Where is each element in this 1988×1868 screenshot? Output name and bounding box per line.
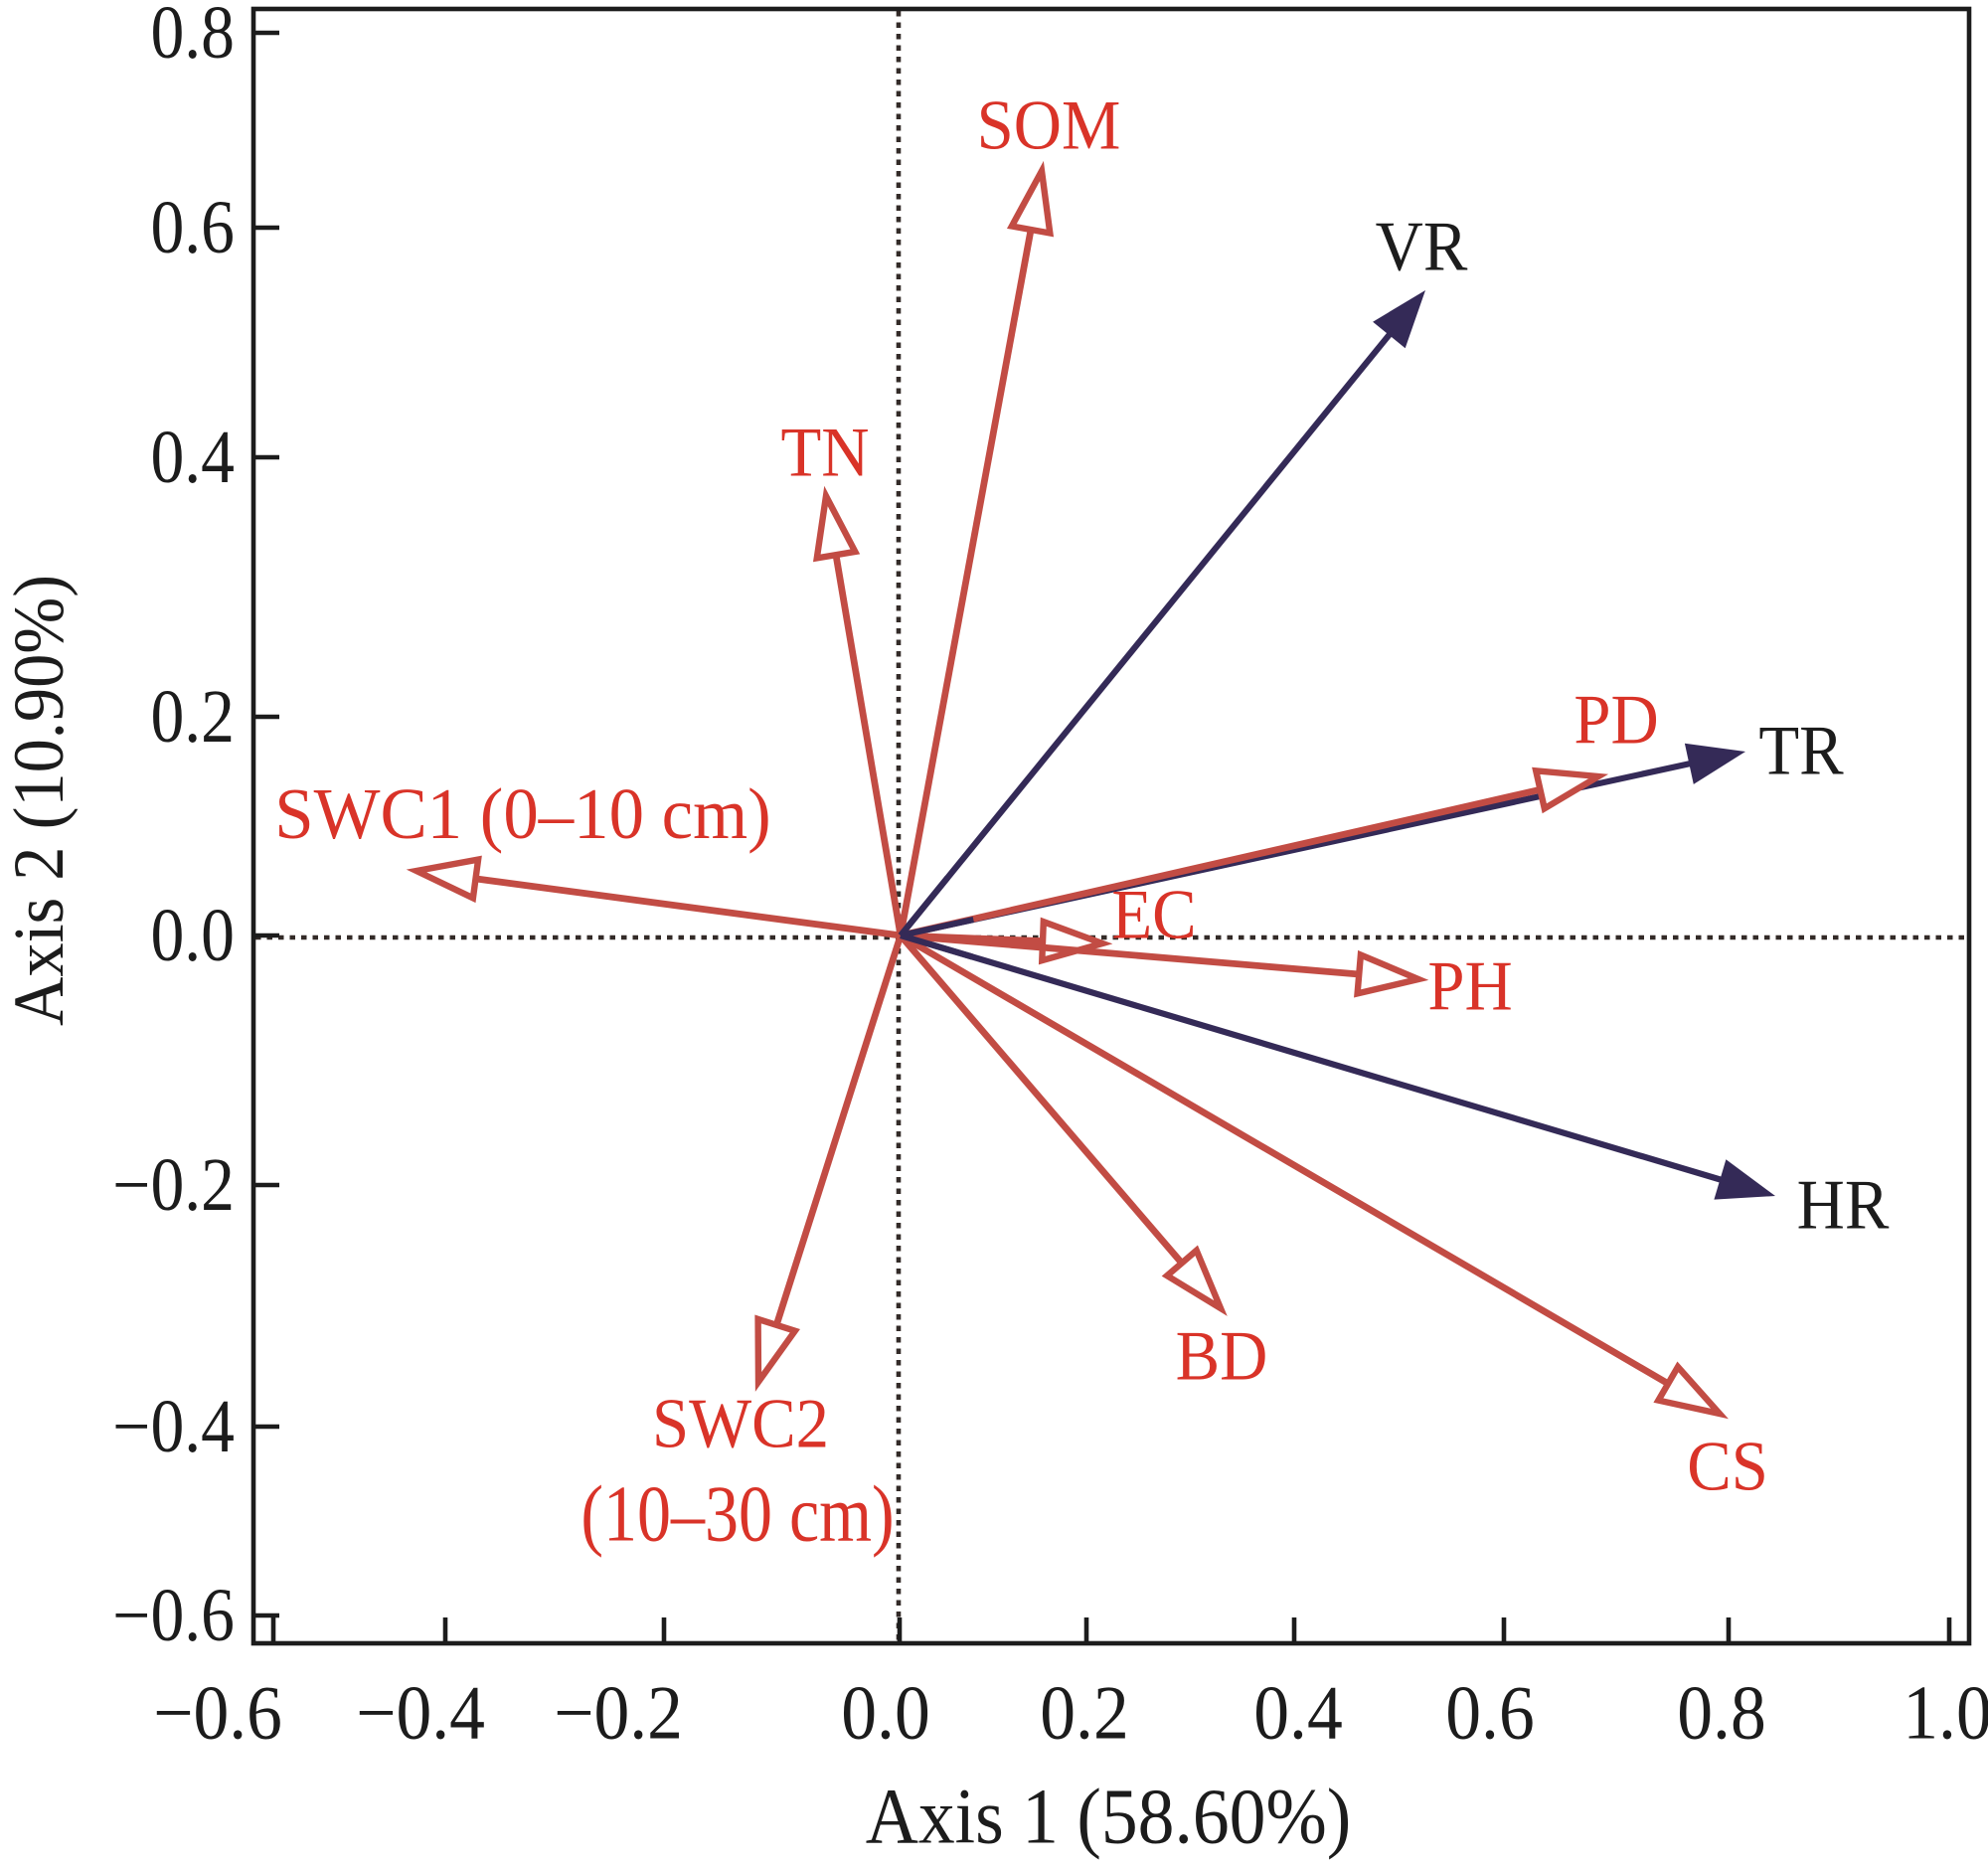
svg-text:0.8: 0.8: [1677, 1671, 1766, 1756]
svg-text:Axis 2 (10.90%): Axis 2 (10.90%): [0, 575, 79, 1026]
svg-text:SOM: SOM: [977, 86, 1121, 164]
svg-text:PH: PH: [1427, 947, 1512, 1025]
svg-text:1.0: 1.0: [1903, 1671, 1988, 1756]
svg-text:0.6: 0.6: [150, 186, 235, 270]
svg-text:−0.4: −0.4: [112, 1385, 235, 1469]
svg-text:Axis 1 (58.60%): Axis 1 (58.60%): [866, 1773, 1352, 1860]
svg-text:SWC1 (0–10 cm): SWC1 (0–10 cm): [274, 773, 770, 854]
svg-text:−0.4: −0.4: [356, 1671, 485, 1756]
svg-text:PD: PD: [1574, 681, 1658, 759]
svg-text:−0.2: −0.2: [112, 1143, 235, 1228]
svg-text:SWC2: SWC2: [652, 1385, 829, 1462]
svg-text:0.2: 0.2: [150, 675, 235, 760]
svg-text:0.2: 0.2: [1040, 1671, 1129, 1756]
svg-text:HR: HR: [1797, 1166, 1890, 1244]
svg-text:0.0: 0.0: [841, 1671, 930, 1756]
svg-text:−0.2: −0.2: [554, 1671, 683, 1756]
svg-text:0.6: 0.6: [1445, 1671, 1535, 1756]
svg-text:0.4: 0.4: [150, 416, 235, 500]
svg-text:CS: CS: [1687, 1428, 1768, 1505]
svg-text:(10–30 cm): (10–30 cm): [580, 1470, 894, 1558]
svg-text:VR: VR: [1376, 208, 1468, 285]
svg-text:0.8: 0.8: [150, 0, 235, 75]
svg-text:0.0: 0.0: [150, 894, 235, 978]
svg-text:BD: BD: [1176, 1317, 1268, 1395]
svg-text:0.4: 0.4: [1253, 1671, 1343, 1756]
svg-text:TR: TR: [1758, 712, 1843, 789]
svg-text:TN: TN: [781, 414, 870, 491]
svg-text:−0.6: −0.6: [153, 1671, 282, 1756]
svg-text:EC: EC: [1111, 876, 1196, 953]
svg-text:−0.6: −0.6: [112, 1574, 235, 1658]
